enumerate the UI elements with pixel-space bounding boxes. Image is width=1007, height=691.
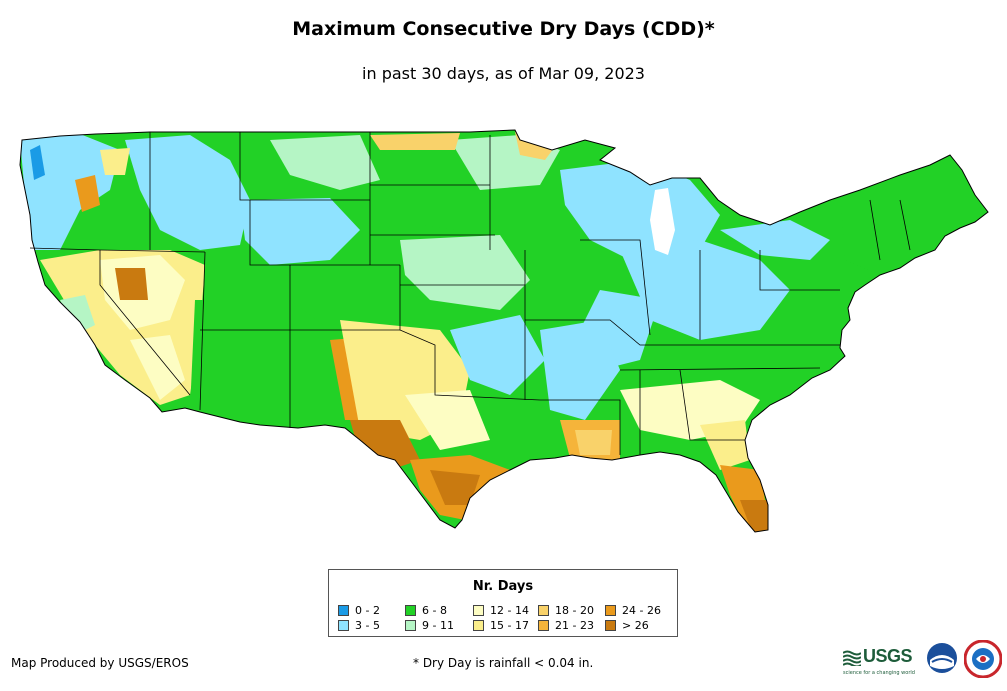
legend-swatch [538, 605, 549, 616]
dry-day-footnote: * Dry Day is rainfall < 0.04 in. [413, 656, 594, 670]
legend-swatch [473, 605, 484, 616]
map-subtitle: in past 30 days, as of Mar 09, 2023 [362, 64, 645, 83]
legend-item: 3 - 5 [338, 620, 380, 632]
legend-item: 9 - 11 [405, 620, 454, 632]
legend-item: 21 - 23 [538, 620, 594, 632]
nws-logo [964, 640, 1002, 678]
legend-item: 18 - 20 [538, 605, 594, 617]
legend-swatch [538, 620, 549, 631]
legend-item: 12 - 14 [473, 605, 529, 617]
legend-item: 15 - 17 [473, 620, 529, 632]
legend-swatch [405, 620, 416, 631]
usgs-logo: USGS science for a changing world [843, 646, 915, 676]
legend-title: Nr. Days [472, 579, 534, 594]
agency-logos: USGS science for a changing world [843, 640, 1003, 680]
legend-swatch [605, 620, 616, 631]
noaa-logo [927, 643, 957, 673]
legend-swatch [338, 605, 349, 616]
legend-swatch [605, 605, 616, 616]
legend-swatch [405, 605, 416, 616]
map-credit: Map Produced by USGS/EROS [11, 656, 189, 670]
legend-item: 6 - 8 [405, 605, 447, 617]
legend-item: > 26 [605, 620, 649, 632]
legend-item: 24 - 26 [605, 605, 661, 617]
legend-item: 0 - 2 [338, 605, 380, 617]
usgs-wave-icon [843, 650, 861, 666]
legend-swatch [338, 620, 349, 631]
state-boundaries [29, 132, 911, 455]
legend: Nr. Days 0 - 2 3 - 5 6 - 8 9 - 11 12 - 1… [328, 569, 678, 637]
map-title: Maximum Consecutive Dry Days (CDD)* [292, 18, 715, 40]
cdd-raster [20, 130, 988, 532]
legend-swatch [473, 620, 484, 631]
